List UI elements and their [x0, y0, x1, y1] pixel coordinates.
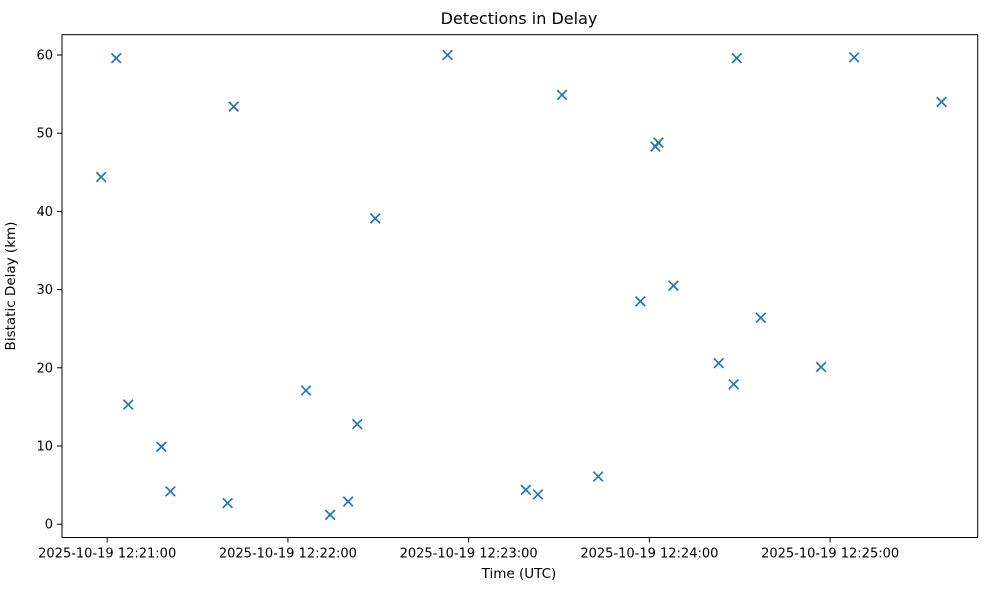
- x-tick-label: 2025-10-19 12:22:00: [219, 547, 357, 562]
- scatter-point: [520, 484, 532, 496]
- y-tick-label: 50: [36, 127, 53, 142]
- scatter-markers: [95, 49, 947, 521]
- scatter-point: [634, 295, 646, 307]
- scatter-point: [369, 213, 381, 224]
- x-axis-ticks: 2025-10-19 12:21:00 2025-10-19 12:22:00 20…: [38, 537, 899, 562]
- scatter-point: [532, 489, 544, 500]
- scatter-point: [442, 49, 453, 61]
- scatter-point: [653, 137, 664, 149]
- scatter-point: [755, 312, 767, 324]
- scatter-point: [165, 485, 176, 497]
- scatter-point: [95, 171, 107, 183]
- x-axis-label: Time (UTC): [481, 566, 557, 582]
- scatter-point: [556, 89, 568, 101]
- scatter-point: [156, 441, 167, 453]
- scatter-point: [668, 280, 679, 292]
- x-tick-label: 2025-10-19 12:21:00: [38, 547, 176, 562]
- y-axis-ticks: 0 10 20 30 40 50 60: [36, 49, 62, 533]
- x-tick-label: 2025-10-19 12:24:00: [580, 547, 718, 562]
- x-tick-label: 2025-10-19 12:25:00: [761, 547, 899, 562]
- scatter-point: [815, 361, 827, 373]
- scatter-point: [122, 399, 134, 410]
- scatter-point: [342, 496, 354, 507]
- y-tick-label: 20: [36, 361, 53, 376]
- scatter-point: [351, 418, 363, 430]
- scatter-point: [731, 52, 743, 64]
- scatter-point: [848, 51, 860, 63]
- x-tick-label: 2025-10-19 12:23:00: [400, 547, 538, 562]
- scatter-point: [300, 385, 312, 396]
- scatter-point: [592, 471, 604, 482]
- plot-frame: [61, 34, 979, 538]
- y-tick-label: 10: [36, 440, 53, 455]
- scatter-point: [110, 52, 122, 64]
- scatter-point: [222, 497, 234, 509]
- scatter-point: [713, 357, 725, 369]
- y-tick-label: 40: [36, 205, 53, 220]
- y-tick-label: 0: [45, 518, 53, 533]
- y-tick-label: 60: [36, 49, 53, 64]
- scatter-point: [936, 96, 947, 108]
- scatter-point: [728, 378, 740, 390]
- y-axis-label: Bistatic Delay (km): [3, 222, 19, 351]
- scatter-point: [324, 509, 336, 521]
- y-tick-label: 30: [36, 283, 53, 298]
- scatter-point: [228, 101, 240, 113]
- chart-title: Detections in Delay: [441, 9, 598, 28]
